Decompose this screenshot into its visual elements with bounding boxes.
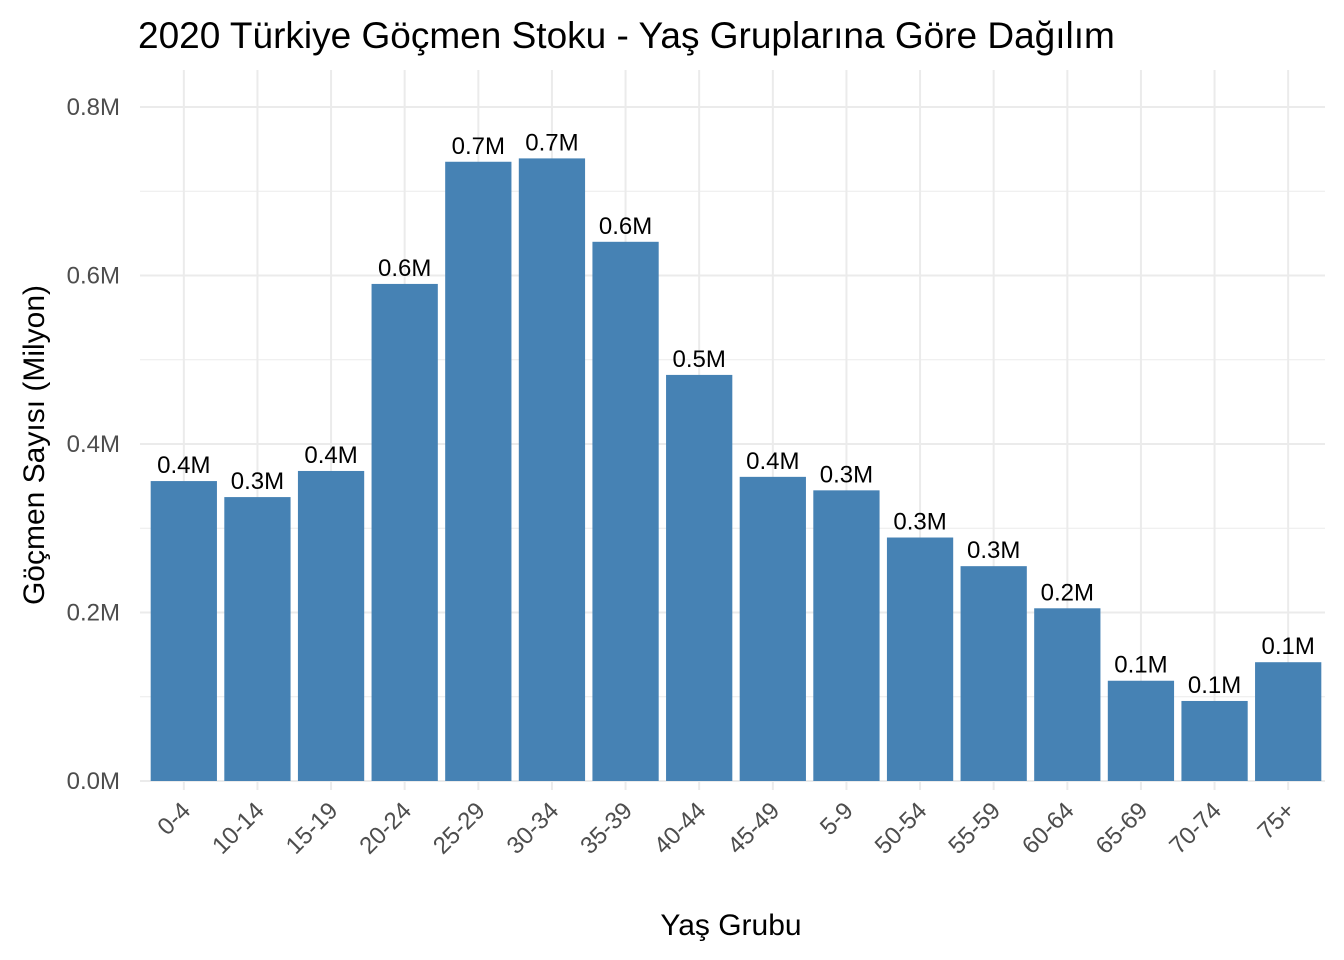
y-axis-ticks: 0.0M 0.2M 0.4M 0.6M 0.8M — [67, 94, 120, 795]
bar-70-74 — [1181, 700, 1248, 781]
y-tick-label: 0.6M — [67, 263, 120, 290]
bar-50-54 — [886, 537, 954, 781]
x-tick-label: 15-19 — [281, 797, 344, 860]
bar-value-label: 0.1M — [1188, 672, 1241, 699]
x-tick-label: 0-4 — [152, 797, 196, 841]
bar-75+ — [1255, 662, 1322, 781]
bar-5-9 — [813, 490, 880, 781]
bar-value-label: 0.3M — [231, 468, 284, 495]
x-tick-label: 10-14 — [207, 797, 270, 860]
x-tick-label: 50-54 — [870, 797, 933, 860]
bar-value-label: 0.3M — [893, 509, 946, 536]
y-tick-label: 0.2M — [67, 600, 120, 627]
x-tick-label: 35-39 — [575, 797, 638, 860]
bar-60-64 — [1034, 608, 1101, 781]
bar-65-69 — [1107, 680, 1175, 781]
bar-35-39 — [592, 241, 659, 782]
bar-value-label: 0.3M — [820, 461, 873, 488]
bar-value-label: 0.7M — [525, 129, 578, 156]
bar-value-label: 0.7M — [452, 133, 505, 160]
x-tick-label: 20-24 — [354, 797, 417, 860]
bar-40-44 — [666, 374, 733, 781]
y-axis-title: Göçmen Sayısı (Milyon) — [18, 285, 51, 605]
bar-25-29 — [445, 161, 512, 781]
x-tick-label: 75+ — [1253, 797, 1301, 845]
bar-value-label: 0.1M — [1114, 652, 1167, 679]
chart-title: 2020 Türkiye Göçmen Stoku - Yaş Grupları… — [138, 15, 1115, 56]
bars — [150, 158, 1322, 782]
y-tick-label: 0.0M — [67, 768, 120, 795]
bar-value-label: 0.6M — [599, 213, 652, 240]
bar-30-34 — [518, 158, 586, 781]
y-tick-label: 0.4M — [67, 431, 120, 458]
bar-15-19 — [297, 470, 365, 781]
x-tick-label: 70-74 — [1164, 797, 1227, 860]
bar-value-label: 0.4M — [746, 448, 799, 475]
y-tick-label: 0.8M — [67, 94, 120, 121]
x-tick-label: 65-69 — [1091, 797, 1154, 860]
x-tick-label: 45-49 — [723, 797, 786, 860]
bar-value-label: 0.4M — [157, 452, 210, 479]
x-tick-label: 25-29 — [428, 797, 491, 860]
x-tick-label: 55-59 — [943, 797, 1006, 860]
x-axis-ticks: 0-4 10-14 15-19 20-24 25-29 30-34 35-39 40-44 45… — [152, 797, 1300, 860]
bar-45-49 — [739, 476, 806, 781]
bar-value-label: 0.3M — [967, 537, 1020, 564]
x-tick-label: 5-9 — [815, 797, 859, 841]
bar-value-label: 0.2M — [1041, 579, 1094, 606]
bar-labels: 0.4M 0.3M 0.4M 0.6M 0.7M 0.7M 0.6M 0.5M 0.4M 0.3M… — [157, 129, 1315, 699]
bar-value-label: 0.6M — [378, 255, 431, 282]
bar-value-label: 0.1M — [1262, 633, 1315, 660]
x-tick-label: 60-64 — [1017, 797, 1080, 860]
x-tick-label: 40-44 — [649, 797, 712, 860]
bar-10-14 — [224, 497, 291, 781]
x-axis-title: Yaş Grubu — [660, 909, 801, 942]
bar-0-4 — [150, 481, 217, 781]
x-tick-label: 30-34 — [502, 797, 565, 860]
bar-value-label: 0.4M — [304, 442, 357, 469]
bar-20-24 — [371, 283, 438, 781]
bar-value-label: 0.5M — [673, 346, 726, 373]
bar-55-59 — [960, 566, 1027, 781]
